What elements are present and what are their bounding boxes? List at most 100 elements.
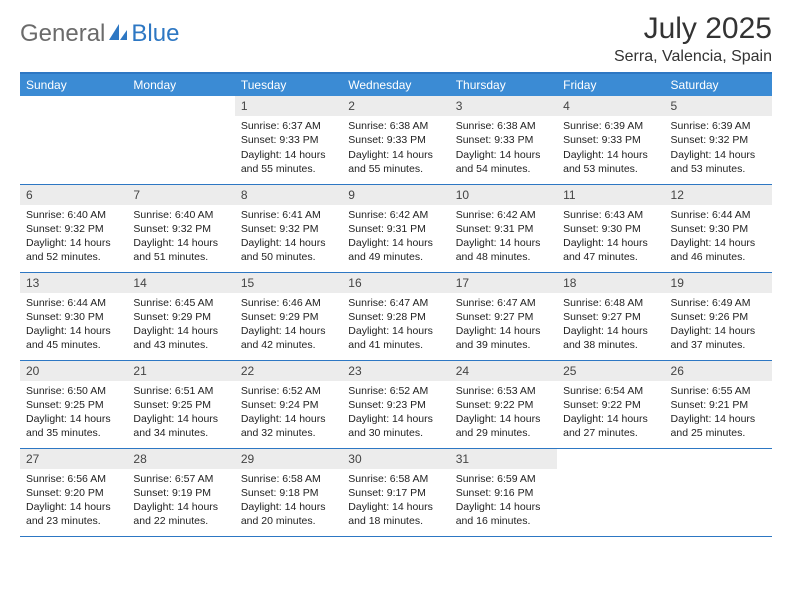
daylight-line: Daylight: 14 hours and 18 minutes. (348, 500, 443, 528)
day-number: 6 (20, 185, 127, 205)
calendar-week-row: 6Sunrise: 6:40 AMSunset: 9:32 PMDaylight… (20, 184, 772, 272)
sunrise-line: Sunrise: 6:47 AM (456, 296, 551, 310)
calendar-week-row: ....1Sunrise: 6:37 AMSunset: 9:33 PMDayl… (20, 96, 772, 184)
sunrise-line: Sunrise: 6:51 AM (133, 384, 228, 398)
day-info: Sunrise: 6:56 AMSunset: 9:20 PMDaylight:… (20, 469, 127, 533)
sunset-line: Sunset: 9:21 PM (671, 398, 766, 412)
day-number: 12 (665, 185, 772, 205)
calendar-day-cell: 15Sunrise: 6:46 AMSunset: 9:29 PMDayligh… (235, 272, 342, 360)
day-info: Sunrise: 6:57 AMSunset: 9:19 PMDaylight:… (127, 469, 234, 533)
day-number: 4 (557, 96, 664, 116)
calendar-week-row: 13Sunrise: 6:44 AMSunset: 9:30 PMDayligh… (20, 272, 772, 360)
sunrise-line: Sunrise: 6:39 AM (671, 119, 766, 133)
sunrise-line: Sunrise: 6:52 AM (348, 384, 443, 398)
calendar-day-cell: 26Sunrise: 6:55 AMSunset: 9:21 PMDayligh… (665, 360, 772, 448)
day-number: 9 (342, 185, 449, 205)
day-info: Sunrise: 6:58 AMSunset: 9:18 PMDaylight:… (235, 469, 342, 533)
calendar-week-row: 27Sunrise: 6:56 AMSunset: 9:20 PMDayligh… (20, 448, 772, 536)
daylight-line: Daylight: 14 hours and 49 minutes. (348, 236, 443, 264)
calendar-day-cell: 22Sunrise: 6:52 AMSunset: 9:24 PMDayligh… (235, 360, 342, 448)
daylight-line: Daylight: 14 hours and 34 minutes. (133, 412, 228, 440)
day-number: 17 (450, 273, 557, 293)
day-number: 20 (20, 361, 127, 381)
sunrise-line: Sunrise: 6:42 AM (456, 208, 551, 222)
day-info: Sunrise: 6:58 AMSunset: 9:17 PMDaylight:… (342, 469, 449, 533)
calendar-day-cell: 4Sunrise: 6:39 AMSunset: 9:33 PMDaylight… (557, 96, 664, 184)
logo: General Blue (20, 20, 179, 48)
calendar-table: Sunday Monday Tuesday Wednesday Thursday… (20, 72, 772, 537)
sunset-line: Sunset: 9:32 PM (241, 222, 336, 236)
daylight-line: Daylight: 14 hours and 50 minutes. (241, 236, 336, 264)
day-number: 5 (665, 96, 772, 116)
day-number: 3 (450, 96, 557, 116)
sunset-line: Sunset: 9:25 PM (26, 398, 121, 412)
sunrise-line: Sunrise: 6:52 AM (241, 384, 336, 398)
calendar-day-cell: 14Sunrise: 6:45 AMSunset: 9:29 PMDayligh… (127, 272, 234, 360)
day-info: Sunrise: 6:42 AMSunset: 9:31 PMDaylight:… (450, 205, 557, 269)
weekday-header: Sunday (20, 73, 127, 96)
sunrise-line: Sunrise: 6:58 AM (241, 472, 336, 486)
calendar-day-cell: 29Sunrise: 6:58 AMSunset: 9:18 PMDayligh… (235, 448, 342, 536)
sunset-line: Sunset: 9:25 PM (133, 398, 228, 412)
calendar-day-cell: 1Sunrise: 6:37 AMSunset: 9:33 PMDaylight… (235, 96, 342, 184)
calendar-day-cell: 19Sunrise: 6:49 AMSunset: 9:26 PMDayligh… (665, 272, 772, 360)
calendar-day-cell: 9Sunrise: 6:42 AMSunset: 9:31 PMDaylight… (342, 184, 449, 272)
sunset-line: Sunset: 9:27 PM (456, 310, 551, 324)
daylight-line: Daylight: 14 hours and 51 minutes. (133, 236, 228, 264)
sunset-line: Sunset: 9:32 PM (26, 222, 121, 236)
daylight-line: Daylight: 14 hours and 46 minutes. (671, 236, 766, 264)
sunrise-line: Sunrise: 6:47 AM (348, 296, 443, 310)
sunrise-line: Sunrise: 6:59 AM (456, 472, 551, 486)
day-info: Sunrise: 6:48 AMSunset: 9:27 PMDaylight:… (557, 293, 664, 357)
calendar-day-cell: 8Sunrise: 6:41 AMSunset: 9:32 PMDaylight… (235, 184, 342, 272)
day-number: 18 (557, 273, 664, 293)
daylight-line: Daylight: 14 hours and 35 minutes. (26, 412, 121, 440)
calendar-day-cell: 5Sunrise: 6:39 AMSunset: 9:32 PMDaylight… (665, 96, 772, 184)
sunrise-line: Sunrise: 6:46 AM (241, 296, 336, 310)
sunset-line: Sunset: 9:30 PM (671, 222, 766, 236)
sunset-line: Sunset: 9:23 PM (348, 398, 443, 412)
sunset-line: Sunset: 9:29 PM (133, 310, 228, 324)
sunrise-line: Sunrise: 6:38 AM (348, 119, 443, 133)
sunset-line: Sunset: 9:33 PM (456, 133, 551, 147)
calendar-day-cell: 7Sunrise: 6:40 AMSunset: 9:32 PMDaylight… (127, 184, 234, 272)
sunrise-line: Sunrise: 6:57 AM (133, 472, 228, 486)
day-info: Sunrise: 6:52 AMSunset: 9:23 PMDaylight:… (342, 381, 449, 445)
daylight-line: Daylight: 14 hours and 53 minutes. (563, 148, 658, 176)
day-info: Sunrise: 6:52 AMSunset: 9:24 PMDaylight:… (235, 381, 342, 445)
sunset-line: Sunset: 9:22 PM (456, 398, 551, 412)
sunrise-line: Sunrise: 6:48 AM (563, 296, 658, 310)
calendar-day-cell: 16Sunrise: 6:47 AMSunset: 9:28 PMDayligh… (342, 272, 449, 360)
day-info: Sunrise: 6:59 AMSunset: 9:16 PMDaylight:… (450, 469, 557, 533)
sunrise-line: Sunrise: 6:54 AM (563, 384, 658, 398)
day-number: 30 (342, 449, 449, 469)
location-label: Serra, Valencia, Spain (614, 48, 772, 66)
calendar-day-cell: 31Sunrise: 6:59 AMSunset: 9:16 PMDayligh… (450, 448, 557, 536)
weekday-header: Monday (127, 73, 234, 96)
sunset-line: Sunset: 9:28 PM (348, 310, 443, 324)
sunrise-line: Sunrise: 6:58 AM (348, 472, 443, 486)
day-number: 2 (342, 96, 449, 116)
sunrise-line: Sunrise: 6:38 AM (456, 119, 551, 133)
daylight-line: Daylight: 14 hours and 41 minutes. (348, 324, 443, 352)
daylight-line: Daylight: 14 hours and 27 minutes. (563, 412, 658, 440)
day-info: Sunrise: 6:45 AMSunset: 9:29 PMDaylight:… (127, 293, 234, 357)
day-number: 23 (342, 361, 449, 381)
day-info: Sunrise: 6:40 AMSunset: 9:32 PMDaylight:… (127, 205, 234, 269)
calendar-day-cell: 23Sunrise: 6:52 AMSunset: 9:23 PMDayligh… (342, 360, 449, 448)
calendar-day-cell: 18Sunrise: 6:48 AMSunset: 9:27 PMDayligh… (557, 272, 664, 360)
daylight-line: Daylight: 14 hours and 23 minutes. (26, 500, 121, 528)
logo-text-blue: Blue (131, 20, 179, 48)
sunrise-line: Sunrise: 6:37 AM (241, 119, 336, 133)
day-info: Sunrise: 6:39 AMSunset: 9:33 PMDaylight:… (557, 116, 664, 180)
day-number: 31 (450, 449, 557, 469)
day-number: 1 (235, 96, 342, 116)
month-title: July 2025 (614, 12, 772, 46)
daylight-line: Daylight: 14 hours and 30 minutes. (348, 412, 443, 440)
day-info: Sunrise: 6:47 AMSunset: 9:28 PMDaylight:… (342, 293, 449, 357)
daylight-line: Daylight: 14 hours and 54 minutes. (456, 148, 551, 176)
logo-text-general: General (20, 20, 105, 48)
day-number: 10 (450, 185, 557, 205)
daylight-line: Daylight: 14 hours and 48 minutes. (456, 236, 551, 264)
day-info: Sunrise: 6:44 AMSunset: 9:30 PMDaylight:… (665, 205, 772, 269)
